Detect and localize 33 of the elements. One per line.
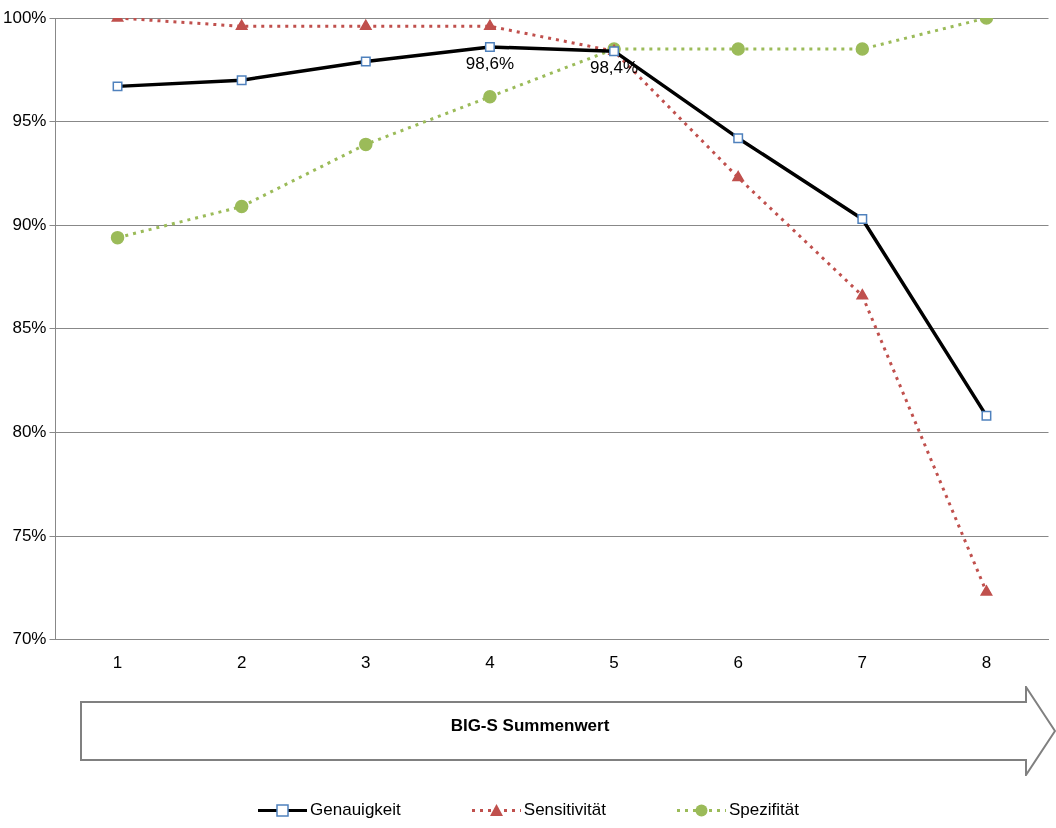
legend-label: Spezifität (729, 800, 799, 820)
point (483, 19, 496, 31)
annotation: 98,4% (589, 58, 639, 78)
point (235, 19, 248, 31)
y-tick-label: 70% (12, 629, 47, 649)
annotation: 98,6% (465, 54, 515, 74)
y-tick-label: 75% (12, 525, 47, 545)
y-tick-label: 80% (12, 422, 47, 442)
point (856, 288, 869, 300)
point (234, 199, 249, 214)
point (110, 230, 125, 245)
point (483, 89, 497, 104)
point (731, 42, 745, 56)
y-tick-label: 95% (12, 111, 47, 131)
point (855, 42, 870, 56)
legend-label: Genauigkeit (310, 800, 401, 820)
x-tick-label: 1 (112, 653, 123, 673)
x-tick-label: 8 (981, 653, 992, 673)
y-tick-label: 85% (12, 318, 47, 338)
point (359, 137, 373, 152)
x-axis-title: BIG-S Summenwert (449, 716, 611, 736)
legend-label: Sensitivität (523, 800, 606, 820)
x-tick-label: 7 (857, 653, 868, 673)
point (980, 585, 993, 596)
point (359, 19, 372, 31)
x-tick-label: 6 (733, 653, 743, 673)
x-tick-label: 3 (361, 653, 371, 673)
y-tick-label: 100% (3, 7, 47, 27)
point (732, 170, 745, 182)
y-tick-label: 90% (12, 214, 47, 234)
x-tick-label: 2 (236, 653, 247, 673)
x-tick-label: 4 (485, 653, 495, 673)
x-tick-label: 5 (609, 653, 619, 673)
